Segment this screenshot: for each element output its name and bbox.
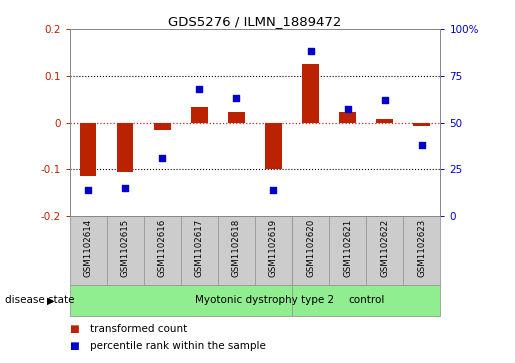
- Text: GSM1102616: GSM1102616: [158, 219, 167, 277]
- Bar: [80, 122, 96, 176]
- Bar: [228, 112, 245, 122]
- Bar: [154, 122, 170, 130]
- Point: [158, 155, 166, 161]
- Point: [195, 86, 203, 92]
- Point: [232, 95, 241, 101]
- Text: GSM1102621: GSM1102621: [343, 219, 352, 277]
- Bar: [218, 216, 255, 285]
- Title: GDS5276 / ILMN_1889472: GDS5276 / ILMN_1889472: [168, 15, 341, 28]
- Bar: [329, 216, 366, 285]
- Text: disease state: disease state: [5, 295, 75, 305]
- Bar: [265, 122, 282, 169]
- Bar: [70, 216, 107, 285]
- Text: GSM1102619: GSM1102619: [269, 219, 278, 277]
- Bar: [191, 107, 208, 122]
- Point: [269, 187, 278, 193]
- Text: GSM1102615: GSM1102615: [121, 219, 130, 277]
- Text: GSM1102620: GSM1102620: [306, 219, 315, 277]
- Text: ■: ■: [70, 324, 79, 334]
- Bar: [70, 285, 292, 316]
- Text: Myotonic dystrophy type 2: Myotonic dystrophy type 2: [195, 295, 334, 305]
- Text: ■: ■: [70, 342, 79, 351]
- Text: GSM1102618: GSM1102618: [232, 219, 241, 277]
- Text: transformed count: transformed count: [90, 324, 187, 334]
- Text: ▶: ▶: [47, 295, 55, 305]
- Point: [418, 142, 426, 148]
- Bar: [181, 216, 218, 285]
- Point: [84, 187, 92, 193]
- Bar: [292, 216, 329, 285]
- Text: percentile rank within the sample: percentile rank within the sample: [90, 342, 266, 351]
- Bar: [339, 112, 356, 122]
- Bar: [255, 216, 292, 285]
- Point: [306, 49, 315, 54]
- Text: GSM1102614: GSM1102614: [83, 219, 93, 277]
- Bar: [414, 122, 430, 126]
- Point: [121, 185, 129, 191]
- Bar: [403, 216, 440, 285]
- Text: GSM1102617: GSM1102617: [195, 219, 204, 277]
- Text: GSM1102623: GSM1102623: [417, 219, 426, 277]
- Text: control: control: [348, 295, 384, 305]
- Bar: [366, 216, 403, 285]
- Bar: [117, 122, 133, 172]
- Bar: [292, 285, 440, 316]
- Point: [381, 97, 389, 103]
- Bar: [144, 216, 181, 285]
- Bar: [376, 119, 393, 122]
- Bar: [107, 216, 144, 285]
- Text: GSM1102622: GSM1102622: [380, 219, 389, 277]
- Bar: [302, 64, 319, 122]
- Point: [344, 106, 352, 112]
